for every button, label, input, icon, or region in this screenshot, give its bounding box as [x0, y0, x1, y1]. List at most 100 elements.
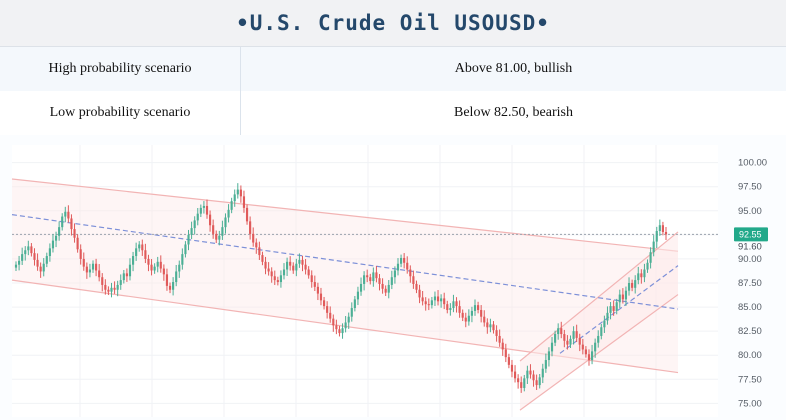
- candle-body: [584, 349, 587, 355]
- candle-body: [48, 248, 51, 257]
- candle-body: [483, 316, 486, 323]
- candle-body: [128, 264, 132, 277]
- candle-body: [661, 225, 664, 232]
- candle-body: [156, 261, 159, 267]
- candle-body: [621, 294, 624, 300]
- candle-body: [443, 298, 446, 305]
- candle-body: [375, 272, 378, 279]
- candle-body: [298, 259, 301, 264]
- candle-body: [353, 299, 356, 309]
- candle-body: [242, 196, 246, 208]
- candle-body: [347, 316, 350, 323]
- candle-body: [230, 201, 233, 210]
- candle-body: [39, 266, 42, 272]
- candle-body: [513, 371, 517, 379]
- scenario-value: Below 82.50, bearish: [454, 105, 573, 120]
- candle-body: [359, 283, 363, 292]
- candle-body: [51, 240, 55, 249]
- candle-body: [504, 349, 507, 358]
- candle-body: [378, 278, 381, 284]
- current-price-tag-label: 92.55: [739, 229, 762, 239]
- candle-body: [249, 221, 252, 234]
- y-tick-label: 97.50: [738, 182, 762, 193]
- candle-body: [560, 328, 563, 335]
- candle-body: [643, 269, 646, 278]
- y-tick-label: 75.00: [738, 398, 762, 409]
- candle-body: [535, 380, 538, 386]
- candlestick-chart-svg[interactable]: 100.0097.5095.0092.5090.0087.5085.0082.5…: [0, 135, 786, 420]
- candle-body: [384, 288, 387, 293]
- candle-body: [452, 301, 455, 309]
- candle-body: [310, 275, 313, 283]
- candle-body: [292, 265, 295, 271]
- candle-body: [572, 331, 575, 339]
- candle-body: [42, 263, 45, 272]
- candle-body: [76, 237, 79, 250]
- candle-body: [433, 296, 437, 301]
- candle-body: [98, 270, 101, 278]
- candle-body: [227, 209, 230, 218]
- candle-body: [424, 301, 427, 305]
- trendline-descending: [11, 214, 679, 310]
- candle-body: [538, 377, 541, 386]
- candle-body: [440, 298, 443, 302]
- candle-body: [267, 268, 270, 272]
- candle-body: [507, 357, 510, 365]
- candle-body: [199, 207, 202, 214]
- y-tick-label: 90.00: [738, 254, 762, 265]
- candle-body: [165, 274, 169, 286]
- candle-body: [258, 247, 261, 256]
- candle-body: [58, 227, 61, 236]
- candle-body: [239, 189, 242, 197]
- candle-body: [615, 302, 618, 311]
- candle-body: [101, 277, 104, 285]
- candle-body: [649, 252, 652, 263]
- candle-body: [190, 228, 193, 235]
- candle-body: [147, 258, 150, 265]
- candle-body: [356, 291, 360, 300]
- candle-body: [492, 324, 495, 331]
- candle-body: [45, 256, 48, 264]
- candle-body: [427, 304, 430, 306]
- page-title: •U.S. Crude Oil USOUSD•: [236, 11, 550, 35]
- candle-body: [181, 254, 184, 265]
- candle-body: [125, 273, 128, 277]
- candle-body: [326, 306, 329, 313]
- price-chart[interactable]: 100.0097.5095.0092.5090.0087.5085.0082.5…: [0, 135, 786, 420]
- scenario-value: Above 81.00, bullish: [454, 61, 573, 76]
- candle-body: [116, 284, 119, 290]
- candle-body: [270, 271, 273, 277]
- candle-body: [372, 272, 375, 282]
- candle-body: [175, 271, 178, 283]
- candle-body: [646, 262, 649, 270]
- candle-body: [82, 258, 85, 267]
- candle-body: [319, 293, 323, 301]
- rising-channel-lower-line: [519, 294, 679, 411]
- current-price-tag: [734, 227, 768, 242]
- candle-body: [412, 276, 415, 284]
- descending-channel-fill: [12, 179, 678, 373]
- candle-body: [409, 269, 412, 277]
- candle-body: [30, 246, 33, 254]
- candle-body: [252, 233, 255, 243]
- candle-body: [587, 354, 591, 361]
- y-tick-label: 100.00: [738, 158, 767, 169]
- candle-body: [436, 296, 440, 302]
- candle-body: [396, 263, 400, 271]
- candle-body: [563, 334, 566, 341]
- candle-body: [313, 282, 316, 287]
- candle-body: [369, 277, 372, 282]
- candle-body: [236, 189, 239, 195]
- candle-body: [21, 254, 24, 261]
- candle-body: [652, 241, 655, 253]
- candle-body: [289, 261, 292, 266]
- scenario-row-high: High probability scenario Above 81.00, b…: [0, 47, 786, 92]
- candle-body: [381, 283, 384, 289]
- candle-body: [590, 351, 594, 361]
- candle-body: [107, 289, 110, 292]
- candle-body: [495, 330, 498, 336]
- candle-body: [446, 304, 449, 310]
- candle-body: [557, 328, 560, 335]
- candle-body: [193, 220, 196, 229]
- candle-body: [406, 262, 409, 270]
